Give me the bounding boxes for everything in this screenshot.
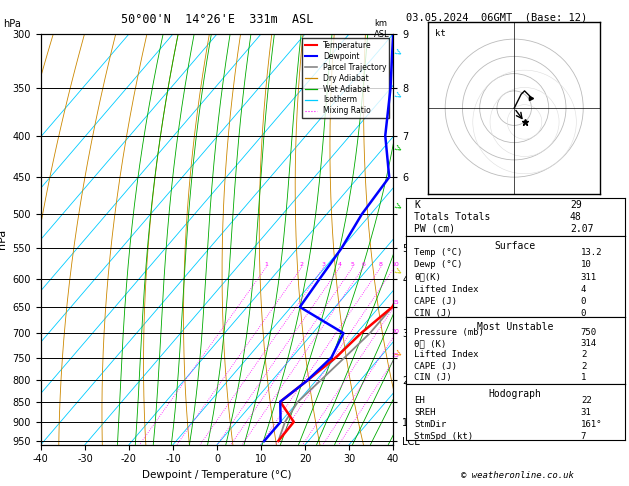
Y-axis label: km
ASL: km ASL: [421, 230, 443, 248]
Text: km
ASL: km ASL: [374, 19, 390, 39]
Text: Totals Totals: Totals Totals: [415, 212, 491, 222]
Text: 750: 750: [581, 328, 597, 337]
Text: 4: 4: [338, 262, 342, 267]
Text: 8: 8: [379, 262, 383, 267]
Text: 25: 25: [391, 353, 399, 358]
Text: >: >: [392, 348, 404, 361]
Text: K: K: [415, 200, 420, 209]
Text: 31: 31: [581, 408, 591, 417]
Text: 3: 3: [322, 262, 326, 267]
Text: 314: 314: [581, 339, 597, 348]
Text: 5: 5: [351, 262, 355, 267]
Text: 22: 22: [581, 396, 591, 404]
Text: Lifted Index: Lifted Index: [415, 350, 479, 360]
Text: EH: EH: [415, 396, 425, 404]
Text: Mixing Ratio (g/kg): Mixing Ratio (g/kg): [427, 196, 437, 282]
Text: >: >: [392, 266, 404, 278]
Text: StmDir: StmDir: [415, 419, 447, 429]
Text: Pressure (mb): Pressure (mb): [415, 328, 484, 337]
Text: 311: 311: [581, 273, 597, 281]
Text: >: >: [392, 46, 404, 59]
Text: hPa: hPa: [3, 19, 21, 30]
Text: SREH: SREH: [415, 408, 436, 417]
Text: kt: kt: [435, 29, 445, 38]
Text: Dewp (°C): Dewp (°C): [415, 260, 463, 269]
Text: 13.2: 13.2: [581, 248, 603, 258]
Text: 2.07: 2.07: [570, 224, 593, 234]
Text: 10: 10: [391, 262, 399, 267]
Text: Hodograph: Hodograph: [489, 389, 542, 399]
Text: 48: 48: [570, 212, 582, 222]
Text: StmSpd (kt): StmSpd (kt): [415, 432, 474, 441]
Text: 2: 2: [581, 350, 586, 360]
Text: 29: 29: [570, 200, 582, 209]
Text: 0: 0: [581, 309, 586, 318]
X-axis label: Dewpoint / Temperature (°C): Dewpoint / Temperature (°C): [142, 470, 292, 480]
Text: θᴇ (K): θᴇ (K): [415, 339, 447, 348]
Text: CAPE (J): CAPE (J): [415, 362, 457, 371]
Text: 1: 1: [581, 373, 586, 382]
Text: 20: 20: [391, 330, 399, 334]
Text: Most Unstable: Most Unstable: [477, 322, 554, 332]
Text: 0: 0: [581, 296, 586, 306]
Text: >: >: [392, 89, 404, 102]
Text: 161°: 161°: [581, 419, 603, 429]
Text: © weatheronline.co.uk: © weatheronline.co.uk: [460, 471, 574, 480]
Text: 03.05.2024  06GMT  (Base: 12): 03.05.2024 06GMT (Base: 12): [406, 12, 587, 22]
Text: 2: 2: [581, 362, 586, 371]
Text: 1: 1: [264, 262, 269, 267]
Y-axis label: hPa: hPa: [0, 229, 7, 249]
Text: 2: 2: [300, 262, 304, 267]
Text: 4: 4: [581, 285, 586, 294]
Text: Lifted Index: Lifted Index: [415, 285, 479, 294]
Text: CAPE (J): CAPE (J): [415, 296, 457, 306]
Text: 7: 7: [581, 432, 586, 441]
Text: CIN (J): CIN (J): [415, 373, 452, 382]
Text: Temp (°C): Temp (°C): [415, 248, 463, 258]
Text: Surface: Surface: [494, 242, 536, 251]
Text: 15: 15: [391, 300, 399, 305]
Text: >: >: [392, 143, 404, 156]
Legend: Temperature, Dewpoint, Parcel Trajectory, Dry Adiabat, Wet Adiabat, Isotherm, Mi: Temperature, Dewpoint, Parcel Trajectory…: [302, 38, 389, 119]
Text: 10: 10: [581, 260, 591, 269]
Text: PW (cm): PW (cm): [415, 224, 455, 234]
Text: 6: 6: [362, 262, 365, 267]
Text: 50°00'N  14°26'E  331m  ASL: 50°00'N 14°26'E 331m ASL: [121, 13, 313, 26]
Text: >: >: [392, 200, 404, 213]
Text: CIN (J): CIN (J): [415, 309, 452, 318]
Text: θᴇ(K): θᴇ(K): [415, 273, 442, 281]
